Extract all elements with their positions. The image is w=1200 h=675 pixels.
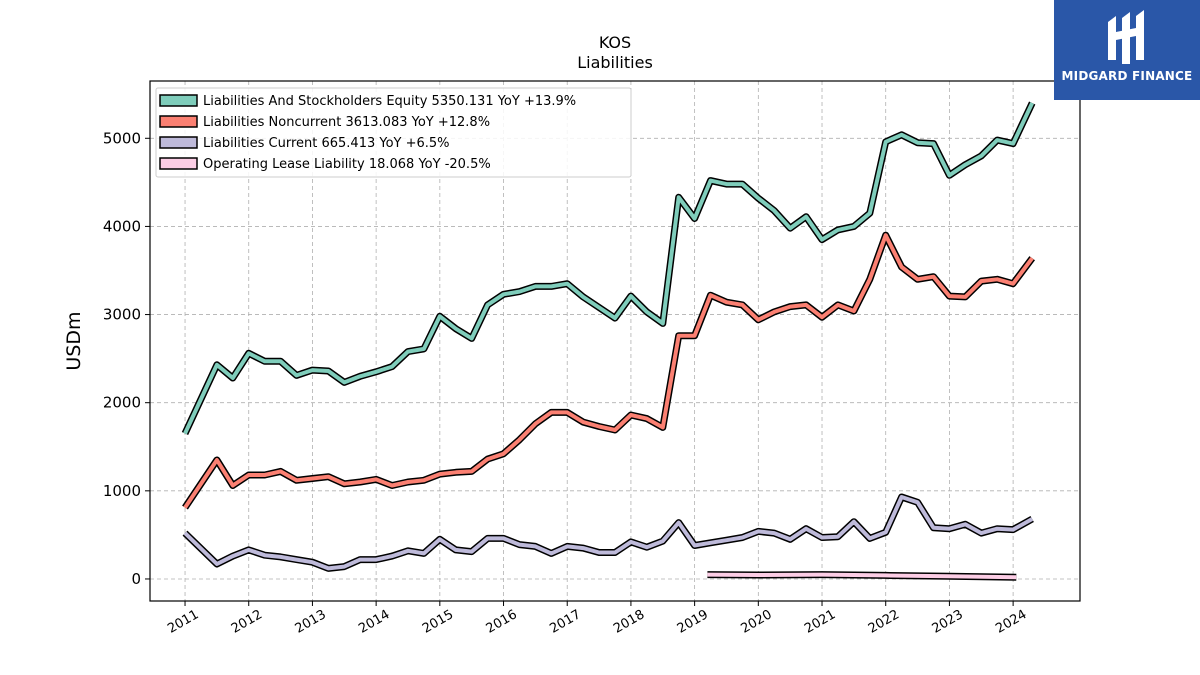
- series-line: [183, 102, 1035, 435]
- y-tick-label: 5000: [103, 129, 141, 147]
- y-tick-label: 2000: [103, 394, 141, 412]
- x-tick-label: 2014: [356, 607, 392, 637]
- x-tick-label: 2017: [547, 607, 583, 637]
- chart-title: KOS: [599, 33, 631, 52]
- plot-frame: [149, 80, 1081, 602]
- axis-ticks: 0 1000 2000 3000 4000 5000 2011 2012 2013 2014 201…: [103, 129, 1030, 636]
- x-tick-label: 2019: [675, 607, 711, 637]
- x-tick-label: 2012: [229, 607, 265, 637]
- x-tick-label: 2020: [738, 607, 774, 637]
- y-tick-label: 0: [131, 570, 141, 588]
- series-line: [183, 495, 1034, 571]
- logo-text: MIDGARD FINANCE: [1061, 69, 1193, 83]
- legend: Liabilities And Stockholders Equity 5350…: [155, 87, 632, 178]
- series-1: [182, 231, 1036, 510]
- series-layer: [181, 101, 1036, 581]
- series-line: [707, 572, 1017, 580]
- legend-swatch-0: [159, 94, 198, 107]
- x-tick-label: 2011: [165, 607, 201, 637]
- y-tick-label: 1000: [103, 482, 141, 500]
- legend-label-0: Liabilities And Stockholders Equity 5350…: [203, 94, 576, 109]
- x-tick-label: 2013: [293, 607, 329, 637]
- x-tick-label: 2016: [484, 607, 520, 637]
- series-3: [707, 571, 1017, 581]
- series-2: [182, 493, 1034, 572]
- legend-swatch-1: [159, 115, 198, 128]
- series-line: [183, 233, 1034, 509]
- legend-swatch-3: [159, 157, 198, 170]
- brand-logo: MIDGARD FINANCE: [1054, 0, 1200, 100]
- x-tick-label: 2024: [993, 607, 1029, 637]
- series-0: [181, 101, 1036, 435]
- x-tick-label: 2015: [420, 607, 456, 637]
- y-tick-label: 3000: [103, 306, 141, 324]
- legend-label-3: Operating Lease Liability 18.068 YoY -20…: [203, 157, 491, 172]
- x-tick-label: 2021: [802, 607, 838, 637]
- y-tick-label: 4000: [103, 217, 141, 235]
- legend-label-1: Liabilities Noncurrent 3613.083 YoY +12.…: [203, 115, 490, 130]
- y-axis-label: USDm: [63, 311, 85, 370]
- chart-subtitle: Liabilities: [577, 53, 653, 72]
- x-tick-label: 2018: [611, 607, 647, 637]
- legend-box: [155, 87, 632, 178]
- logo-mark-icon: [1108, 10, 1144, 64]
- legend-label-2: Liabilities Current 665.413 YoY +6.5%: [203, 136, 450, 151]
- x-tick-label: 2022: [866, 607, 902, 637]
- legend-swatch-2: [159, 136, 198, 149]
- x-tick-label: 2023: [930, 607, 966, 637]
